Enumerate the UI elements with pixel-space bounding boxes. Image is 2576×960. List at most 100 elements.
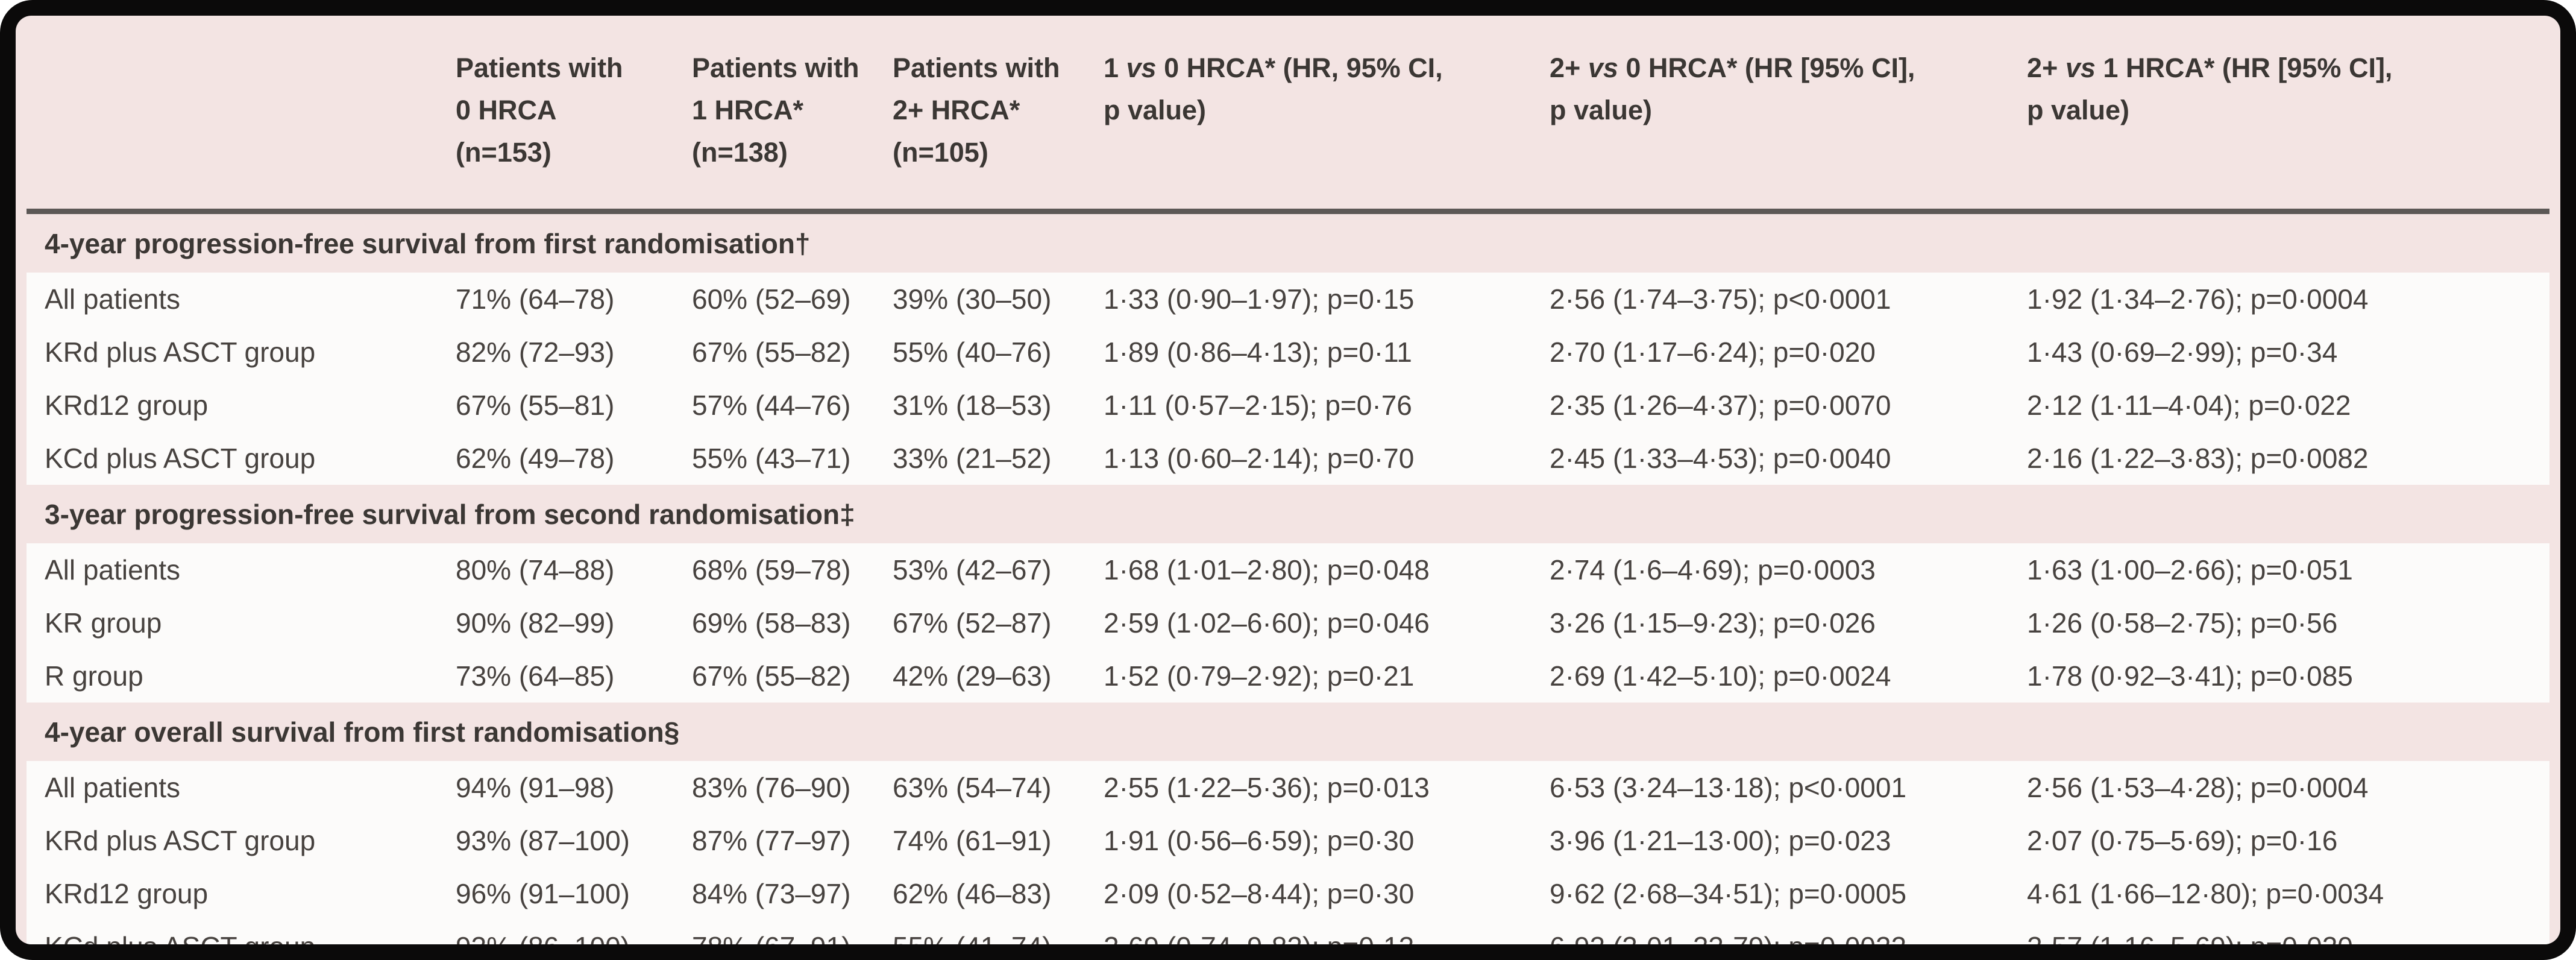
vs-italic: vs	[1588, 52, 1618, 83]
cell-2plus-vs-1: 2·16 (1·22–3·83); p=0·0082	[2027, 432, 2549, 485]
cell-1-vs-0: 2·59 (1·02–6·60); p=0·046	[1104, 596, 1550, 649]
cell-2plus-vs-0: 3·96 (1·21–13·00); p=0·023	[1550, 814, 2027, 867]
table-paper: Patients with 0 HRCA (n=153) Patients wi…	[16, 16, 2560, 944]
cell-2plus-hrca: 74% (61–91)	[893, 814, 1104, 867]
section-title: 4-year progression-free survival from fi…	[45, 227, 811, 259]
cell-2plus-vs-1: 1·63 (1·00–2·66); p=0·051	[2027, 543, 2549, 596]
cell-2plus-vs-0: 6·92 (2·01–23·79); p=0·0022	[1550, 920, 2027, 944]
cell-2plus-vs-1: 1·26 (0·58–2·75); p=0·56	[2027, 596, 2549, 649]
cell-0-hrca: 90% (82–99)	[456, 596, 692, 649]
table-row: KCd plus ASCT group 62% (49–78) 55% (43–…	[27, 432, 2549, 485]
cell-2plus-hrca: 33% (21–52)	[893, 432, 1104, 485]
row-label: KRd plus ASCT group	[27, 814, 456, 867]
header-line: 2+ vs 1 HRCA* (HR [95% CI],	[2027, 47, 2539, 89]
header-line: Patients with	[692, 52, 859, 83]
cell-2plus-hrca: 63% (54–74)	[893, 761, 1104, 814]
cell-2plus-hrca: 31% (18–53)	[893, 379, 1104, 432]
section-title: 3-year progression-free survival from se…	[45, 498, 855, 530]
cell-2plus-vs-0: 9·62 (2·68–34·51); p=0·0005	[1550, 867, 2027, 920]
cell-2plus-hrca: 67% (52–87)	[893, 596, 1104, 649]
header-col-2plus-hrca: Patients with 2+ HRCA* (n=105)	[893, 16, 1104, 214]
row-label: R group	[27, 649, 456, 703]
table-row: All patients 71% (64–78) 60% (52–69) 39%…	[27, 273, 2549, 326]
header-line: 1 HRCA*	[692, 94, 804, 125]
hrca-outcomes-table: Patients with 0 HRCA (n=153) Patients wi…	[27, 16, 2549, 944]
header-line: 1 vs 0 HRCA* (HR, 95% CI,	[1104, 47, 1539, 89]
section-header-row: 3-year progression-free survival from se…	[27, 485, 2549, 543]
row-label: All patients	[27, 761, 456, 814]
cell-2plus-vs-0: 6·53 (3·24–13·18); p<0·0001	[1550, 761, 2027, 814]
header-col-2plus-vs-1: 2+ vs 1 HRCA* (HR [95% CI], p value)	[2027, 16, 2549, 214]
header-line: p value)	[2027, 94, 2130, 125]
cell-1-vs-0: 1·13 (0·60–2·14); p=0·70	[1104, 432, 1550, 485]
header-line: (n=138)	[692, 136, 788, 168]
row-label: All patients	[27, 543, 456, 596]
cell-0-hrca: 73% (64–85)	[456, 649, 692, 703]
table-row: KRd12 group 67% (55–81) 57% (44–76) 31% …	[27, 379, 2549, 432]
section-title: 4-year overall survival from first rando…	[45, 716, 680, 748]
header-col-1-hrca: Patients with 1 HRCA* (n=138)	[692, 16, 893, 214]
row-label: KRd plus ASCT group	[27, 326, 456, 379]
header-line: 0 HRCA	[456, 94, 557, 125]
header-text: 2+	[1550, 52, 1588, 83]
cell-1-vs-0: 2·55 (1·22–5·36); p=0·013	[1104, 761, 1550, 814]
vs-italic: vs	[2065, 52, 2096, 83]
cell-1-hrca: 57% (44–76)	[692, 379, 893, 432]
table-row: KRd plus ASCT group 82% (72–93) 67% (55–…	[27, 326, 2549, 379]
cell-1-hrca: 83% (76–90)	[692, 761, 893, 814]
cell-1-vs-0: 1·11 (0·57–2·15); p=0·76	[1104, 379, 1550, 432]
cell-1-vs-0: 2·69 (0·74–9·82); p=0·13	[1104, 920, 1550, 944]
cell-2plus-vs-1: 1·92 (1·34–2·76); p=0·0004	[2027, 273, 2549, 326]
header-line: (n=105)	[893, 136, 988, 168]
cell-1-vs-0: 1·33 (0·90–1·97); p=0·15	[1104, 273, 1550, 326]
header-text: 0 HRCA* (HR, 95% CI,	[1156, 52, 1443, 83]
cell-0-hrca: 71% (64–78)	[456, 273, 692, 326]
section-header-row: 4-year overall survival from first rando…	[27, 703, 2549, 761]
cell-2plus-hrca: 42% (29–63)	[893, 649, 1104, 703]
header-line: 2+ vs 0 HRCA* (HR [95% CI],	[1550, 47, 2016, 89]
cell-1-vs-0: 1·68 (1·01–2·80); p=0·048	[1104, 543, 1550, 596]
table-row: KCd plus ASCT group 93% (86–100) 78% (67…	[27, 920, 2549, 944]
table-body: 4-year progression-free survival from fi…	[27, 212, 2549, 944]
cell-1-hrca: 60% (52–69)	[692, 273, 893, 326]
cell-1-hrca: 55% (43–71)	[692, 432, 893, 485]
header-line: p value)	[1104, 94, 1207, 125]
cell-2plus-vs-1: 1·43 (0·69–2·99); p=0·34	[2027, 326, 2549, 379]
cell-1-hrca: 87% (77–97)	[692, 814, 893, 867]
row-label: KCd plus ASCT group	[27, 920, 456, 944]
header-col-2plus-vs-0: 2+ vs 0 HRCA* (HR [95% CI], p value)	[1550, 16, 2027, 214]
header-line: Patients with	[456, 52, 623, 83]
cell-1-hrca: 69% (58–83)	[692, 596, 893, 649]
cell-1-hrca: 84% (73–97)	[692, 867, 893, 920]
cell-1-hrca: 78% (67–91)	[692, 920, 893, 944]
section-header-row: 4-year progression-free survival from fi…	[27, 212, 2549, 273]
header-empty-cell	[27, 16, 456, 214]
row-label: KRd12 group	[27, 379, 456, 432]
cell-2plus-vs-1: 1·78 (0·92–3·41); p=0·085	[2027, 649, 2549, 703]
cell-1-vs-0: 1·91 (0·56–6·59); p=0·30	[1104, 814, 1550, 867]
cell-0-hrca: 67% (55–81)	[456, 379, 692, 432]
table-row: KR group 90% (82–99) 69% (58–83) 67% (52…	[27, 596, 2549, 649]
header-row: Patients with 0 HRCA (n=153) Patients wi…	[27, 16, 2549, 214]
vs-italic: vs	[1126, 52, 1157, 83]
cell-2plus-vs-0: 2·45 (1·33–4·53); p=0·0040	[1550, 432, 2027, 485]
row-label: KR group	[27, 596, 456, 649]
cell-2plus-vs-1: 2·56 (1·53–4·28); p=0·0004	[2027, 761, 2549, 814]
cell-0-hrca: 80% (74–88)	[456, 543, 692, 596]
header-line: 2+ HRCA*	[893, 94, 1020, 125]
table-row: KRd12 group 96% (91–100) 84% (73–97) 62%…	[27, 867, 2549, 920]
cell-2plus-hrca: 55% (41–74)	[893, 920, 1104, 944]
cell-2plus-vs-1: 2·12 (1·11–4·04); p=0·022	[2027, 379, 2549, 432]
table-row: All patients 94% (91–98) 83% (76–90) 63%…	[27, 761, 2549, 814]
cell-1-hrca: 68% (59–78)	[692, 543, 893, 596]
header-text: 1 HRCA* (HR [95% CI],	[2095, 52, 2393, 83]
header-line: Patients with	[893, 52, 1060, 83]
cell-2plus-vs-1: 2·57 (1·16–5·69); p=0·020	[2027, 920, 2549, 944]
header-text: 1	[1104, 52, 1126, 83]
cell-1-vs-0: 2·09 (0·52–8·44); p=0·30	[1104, 867, 1550, 920]
cell-0-hrca: 62% (49–78)	[456, 432, 692, 485]
header-line: p value)	[1550, 94, 1653, 125]
cell-2plus-hrca: 53% (42–67)	[893, 543, 1104, 596]
cell-2plus-vs-0: 2·69 (1·42–5·10); p=0·0024	[1550, 649, 2027, 703]
